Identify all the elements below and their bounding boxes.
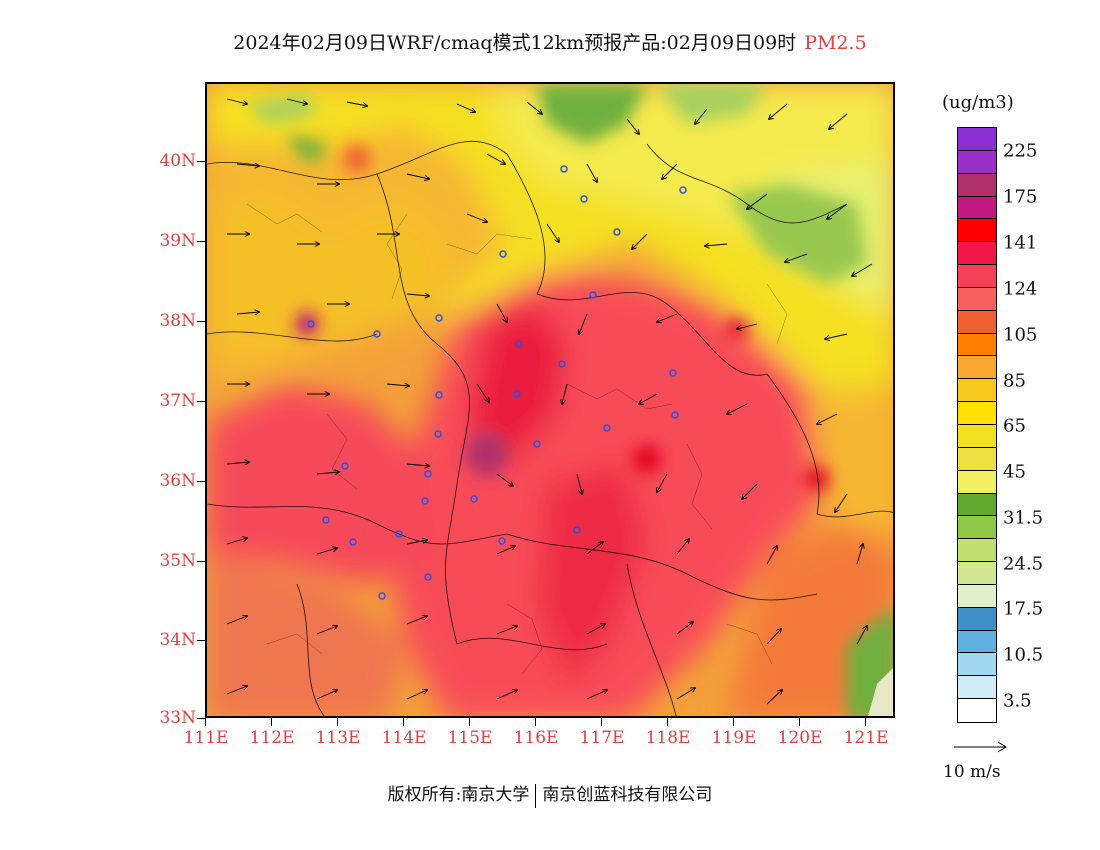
- colorbar-label: 24.5: [1003, 553, 1044, 575]
- lon-label: 119E: [711, 728, 757, 748]
- lat-label: 35N: [159, 551, 196, 571]
- lat-label: 34N: [159, 630, 196, 650]
- colorbar-units: (ug/m3): [942, 92, 1014, 113]
- lat-tick: [197, 321, 205, 322]
- colorbar-cell: [958, 493, 996, 517]
- colorbar-cell: [958, 173, 996, 197]
- lon-label: 112E: [249, 728, 295, 748]
- lat-tick: [197, 481, 205, 482]
- lat-tick: [197, 241, 205, 242]
- colorbar-label: 175: [1003, 186, 1038, 208]
- colorbar-cell: [958, 196, 996, 220]
- lon-tick: [535, 718, 536, 726]
- lon-label: 121E: [843, 728, 889, 748]
- colorbar-cell: [958, 676, 996, 700]
- lon-tick: [799, 718, 800, 726]
- concentration-field: [207, 84, 893, 716]
- colorbar-label: 31.5: [1003, 507, 1044, 529]
- colorbar-cell: [958, 356, 996, 380]
- lon-label: 117E: [579, 728, 625, 748]
- colorbar-label: 124: [1003, 278, 1038, 300]
- colorbar-cell: [958, 287, 996, 311]
- colorbar-cell: [958, 310, 996, 334]
- colorbar-label: 105: [1003, 324, 1038, 346]
- colorbar-label: 85: [1003, 370, 1026, 392]
- colorbar-cell: [958, 470, 996, 494]
- lon-tick: [403, 718, 404, 726]
- lat-label: 36N: [159, 471, 196, 491]
- lon-label: 113E: [315, 728, 361, 748]
- lon-tick: [337, 718, 338, 726]
- colorbar-cell: [958, 242, 996, 266]
- colorbar-cell: [958, 584, 996, 608]
- copyright-right: 南京创蓝科技有限公司: [542, 785, 713, 805]
- colorbar-label: 225: [1003, 140, 1038, 162]
- colorbar-cell: [958, 607, 996, 631]
- colorbar-cell: [958, 379, 996, 403]
- lon-tick: [469, 718, 470, 726]
- colorbar-cell: [958, 699, 996, 722]
- colorbar-cell: [958, 402, 996, 425]
- lon-label: 116E: [513, 728, 559, 748]
- lon-tick: [271, 718, 272, 726]
- colorbar-cell: [958, 424, 996, 448]
- lon-tick: [865, 718, 866, 726]
- colorbar-label: 45: [1003, 461, 1026, 483]
- lon-tick: [205, 718, 206, 726]
- copyright: 版权所有:南京大学 南京创蓝科技有限公司: [0, 780, 1100, 808]
- lat-tick: [197, 401, 205, 402]
- colorbar-label: 17.5: [1003, 598, 1044, 620]
- wind-reference-arrow-icon: [954, 741, 1007, 753]
- lat-tick: [197, 640, 205, 641]
- lon-tick: [733, 718, 734, 726]
- colorbar-cell: [958, 562, 996, 585]
- lat-tick: [197, 718, 205, 719]
- lat-label: 33N: [159, 708, 196, 728]
- lat-label: 40N: [159, 151, 196, 171]
- colorbar-cell: [958, 516, 996, 540]
- copyright-divider: [535, 783, 537, 808]
- lat-label: 39N: [159, 231, 196, 251]
- title-variable: PM2.5: [804, 32, 867, 54]
- colorbar-cell: [958, 333, 996, 357]
- colorbar-cell: [958, 447, 996, 471]
- colorbar: [957, 127, 997, 723]
- colorbar-cell: [958, 219, 996, 243]
- lat-tick: [197, 561, 205, 562]
- lon-tick: [601, 718, 602, 726]
- lat-label: 37N: [159, 391, 196, 411]
- lat-tick: [197, 161, 205, 162]
- copyright-left: 版权所有:南京大学: [387, 785, 530, 805]
- colorbar-cell: [958, 630, 996, 654]
- colorbar-cell: [958, 150, 996, 174]
- colorbar-cell: [958, 265, 996, 288]
- lon-label: 120E: [777, 728, 823, 748]
- lon-label: 114E: [381, 728, 427, 748]
- colorbar-label: 141: [1003, 232, 1038, 254]
- colorbar-cell: [958, 539, 996, 563]
- map-title: 2024年02月09日WRF/cmaq模式12km预报产品:02月09日09时 P…: [0, 28, 1100, 55]
- lat-label: 38N: [159, 311, 196, 331]
- colorbar-cell: [958, 653, 996, 677]
- colorbar-label: 3.5: [1003, 690, 1032, 712]
- wind-reference-label: 10 m/s: [943, 762, 1001, 782]
- lon-label: 118E: [645, 728, 691, 748]
- colorbar-label: 65: [1003, 415, 1026, 437]
- colorbar-label: 10.5: [1003, 644, 1044, 666]
- pm25-map: [205, 82, 895, 718]
- lon-tick: [667, 718, 668, 726]
- lon-label: 115E: [447, 728, 493, 748]
- title-main: 2024年02月09日WRF/cmaq模式12km预报产品:02月09日09时: [233, 32, 797, 54]
- lon-label: 111E: [183, 728, 229, 748]
- colorbar-cell: [958, 128, 996, 151]
